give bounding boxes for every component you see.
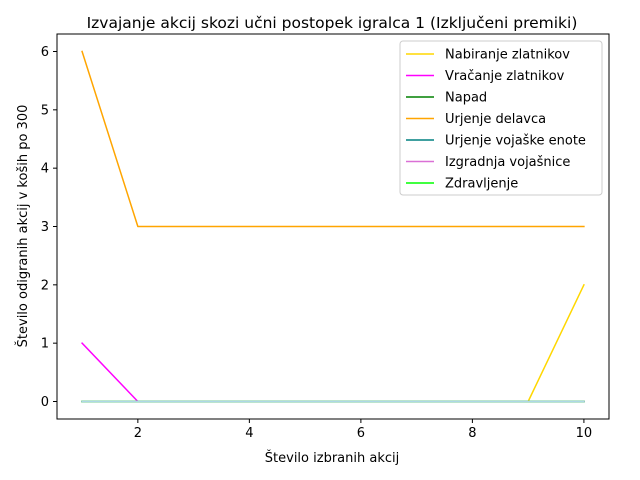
legend-box (399, 40, 603, 196)
legend-label: Nabiranje zlatnikov (445, 48, 570, 63)
legend-label: Vračanje zlatnikov (445, 69, 565, 84)
x-tick-label: 4 (245, 426, 253, 441)
legend-label: Zdravljenje (445, 177, 518, 192)
series-line-1 (81, 342, 585, 403)
y-tick-label: 4 (41, 162, 49, 177)
x-axis-label: Število izbranih akcij (265, 450, 399, 466)
series-lines (81, 50, 585, 403)
y-tick-label: 0 (41, 395, 49, 410)
x-tick-label: 6 (357, 426, 365, 441)
legend-label: Urjenje vojaške enote (445, 134, 586, 149)
y-tick-label: 5 (41, 103, 49, 118)
y-axis: 0 1 2 3 4 5 6 (41, 45, 57, 410)
series-line-0 (81, 283, 585, 403)
y-tick-label: 6 (41, 45, 49, 60)
series-line-3 (81, 50, 585, 228)
x-axis: 2 4 6 8 10 (134, 419, 592, 441)
y-tick-label: 1 (41, 337, 49, 352)
y-axis-label: Število odigranih akcij v koših po 300 (15, 105, 31, 348)
x-tick-label: 8 (468, 426, 476, 441)
legend: Nabiranje zlatnikov Vračanje zlatnikov Nap… (399, 40, 603, 196)
x-tick-label: 2 (134, 426, 142, 441)
chart-title: Izvajanje akcij skozi učni postopek igra… (87, 14, 578, 32)
y-tick-label: 2 (41, 278, 49, 293)
legend-label: Izgradnja vojašnice (445, 155, 570, 170)
legend-label: Napad (445, 91, 487, 106)
x-tick-label: 10 (576, 426, 593, 441)
legend-label: Urjenje delavca (445, 112, 546, 127)
y-tick-label: 3 (41, 220, 49, 235)
